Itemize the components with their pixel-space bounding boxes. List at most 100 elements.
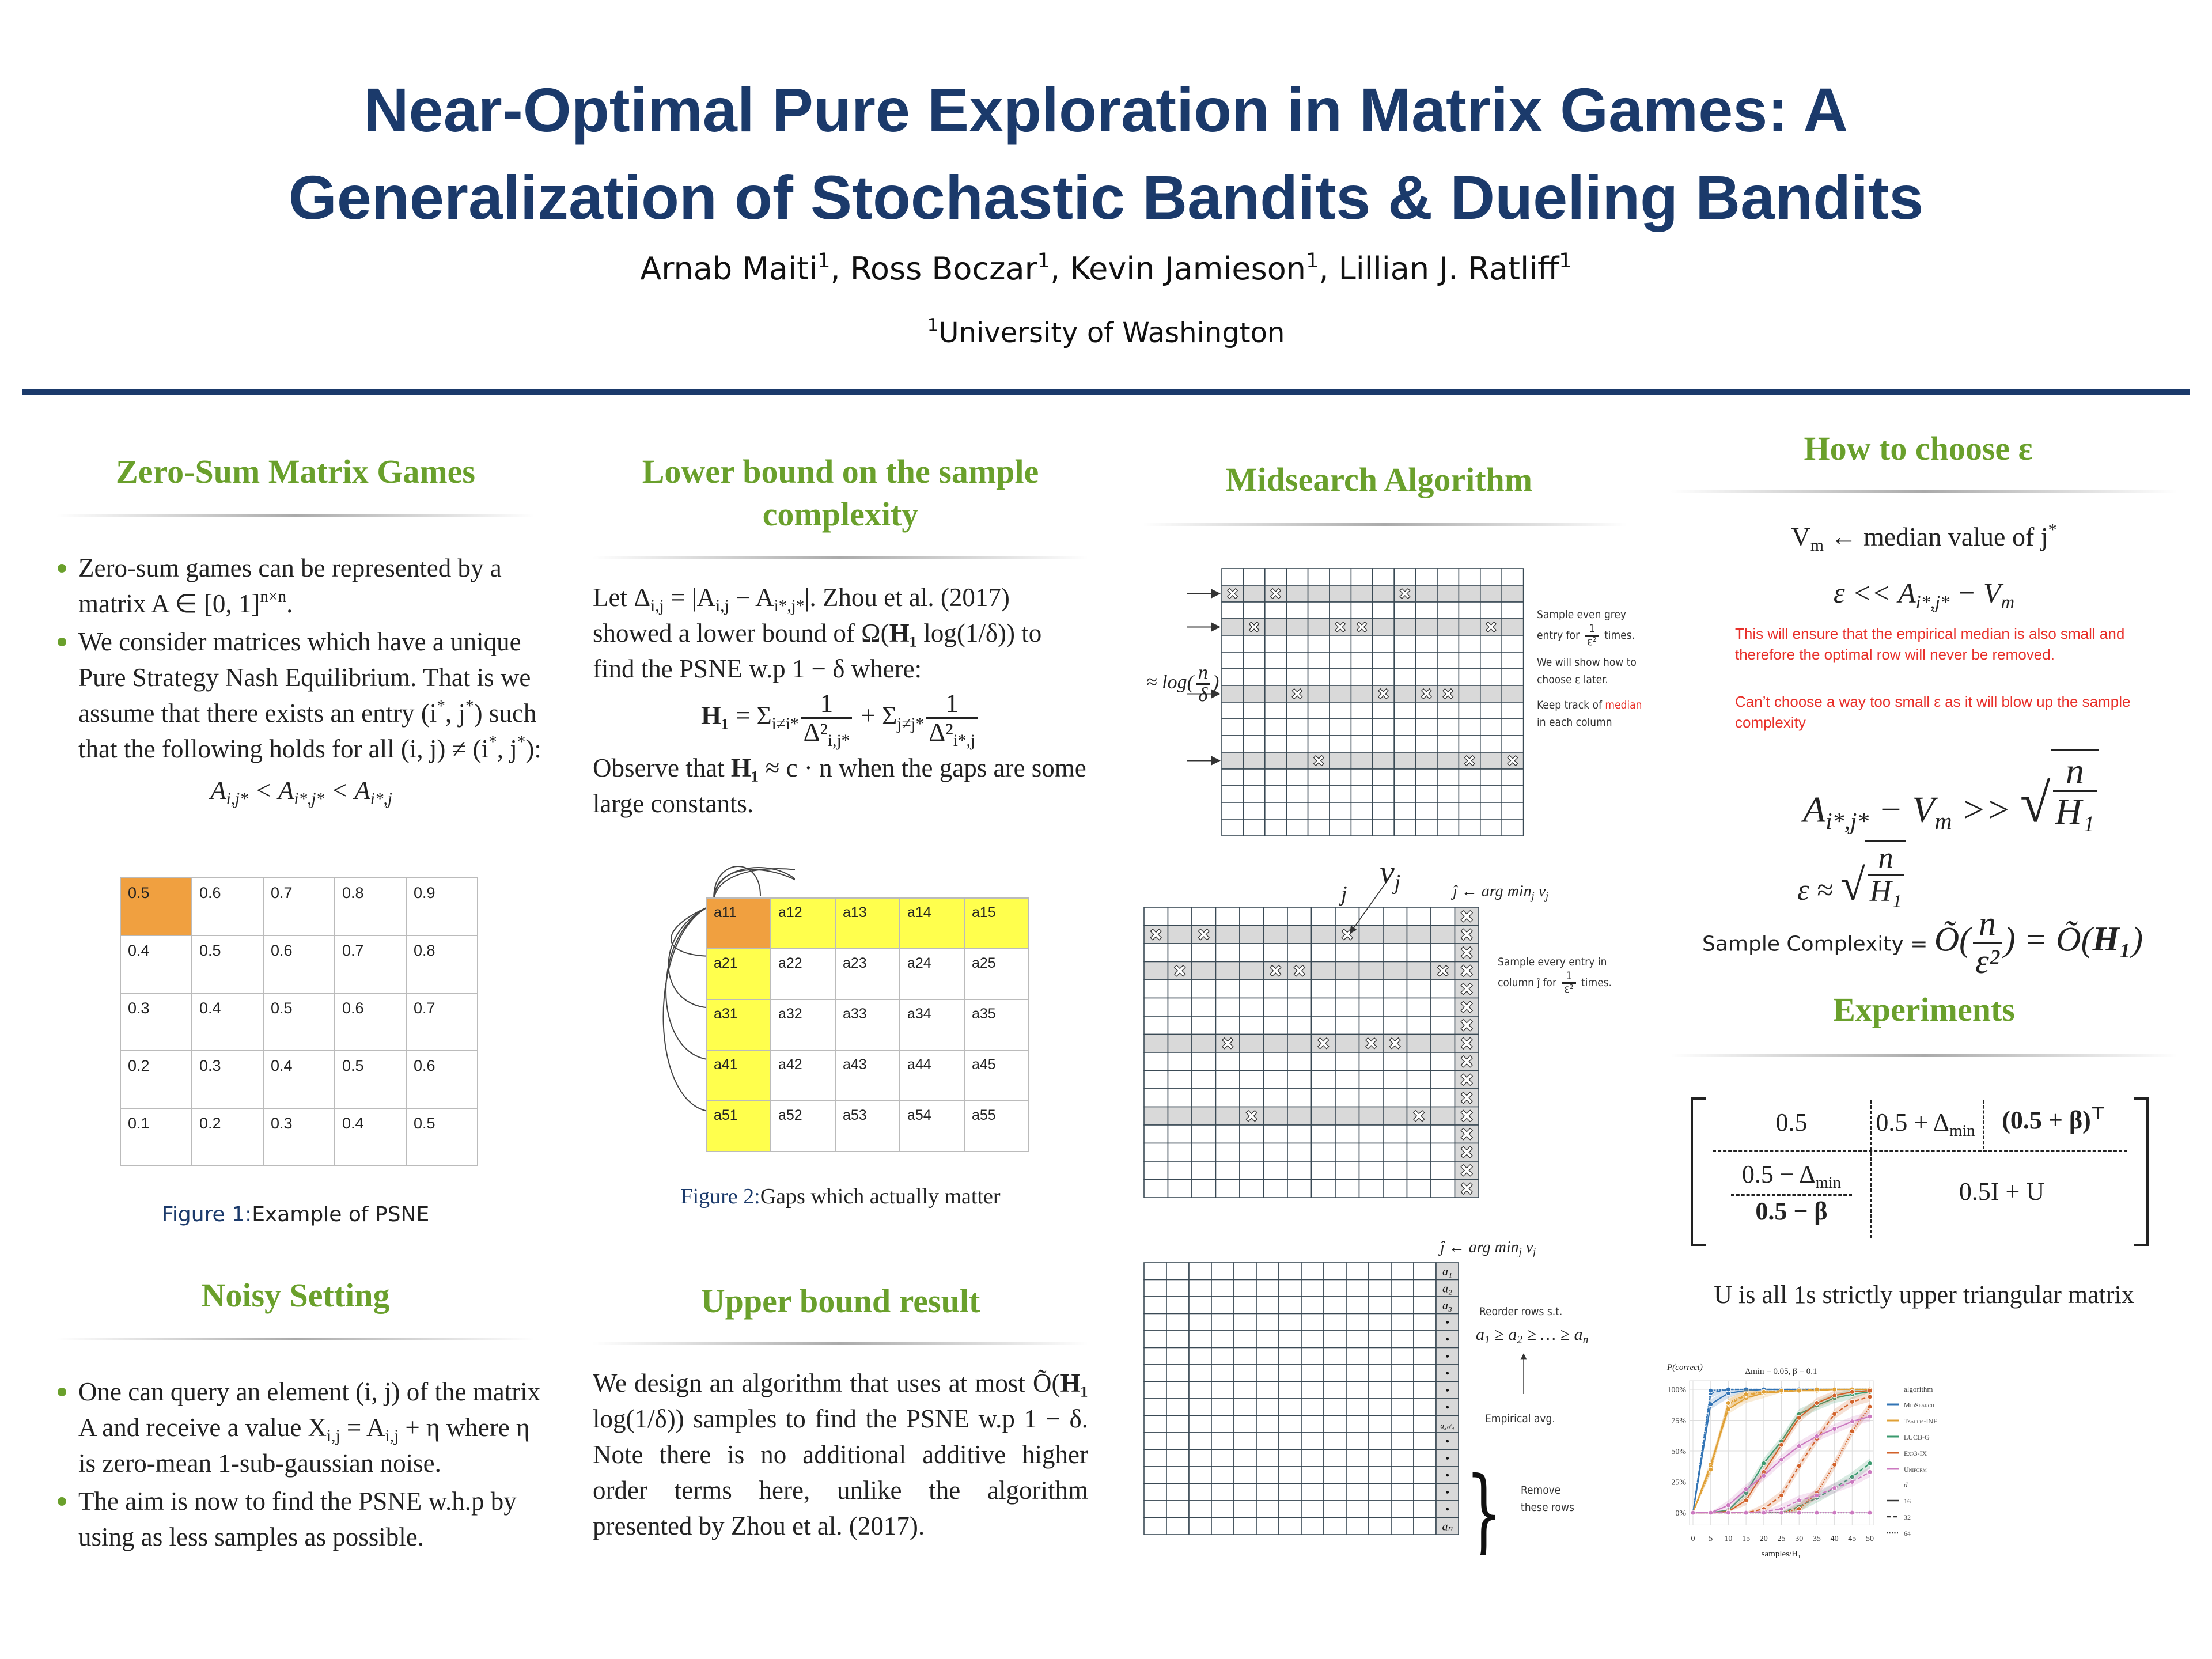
data-point: [1725, 1400, 1731, 1406]
data-point: [1867, 1460, 1873, 1466]
grid-cell: [1430, 907, 1456, 926]
math-subscript: _m: [2001, 592, 2014, 613]
y-tick-label: 0%: [1675, 1509, 1686, 1518]
grid-cell: [1143, 1415, 1167, 1433]
table-cell: a34: [899, 999, 965, 1051]
table-cell: a53: [835, 1100, 900, 1152]
grid-cell: [1256, 1483, 1279, 1501]
table-row: 0.1 0.2 0.3 0.4 0.5: [120, 1108, 478, 1166]
grid-cell: [1167, 1088, 1192, 1108]
grid-cell: [1391, 1449, 1414, 1467]
table-cell: a11: [706, 897, 771, 949]
heading-choose-eps: How to choose ε: [1804, 430, 2033, 467]
grid-cell: [1329, 585, 1352, 603]
grid-cell: [1415, 718, 1438, 736]
grid-cell: [1310, 925, 1336, 944]
math-subscript: _j: [1546, 890, 1548, 902]
table-cell: a15: [964, 897, 1029, 949]
grid-cell: [1435, 1449, 1459, 1467]
jhat-label: ĵ ← arg min_j v_j: [1453, 882, 1548, 902]
grid-cell: [1191, 1124, 1217, 1144]
sample-x-icon: [1221, 1037, 1234, 1050]
grid-cell: [1368, 1296, 1392, 1315]
data-point: [1814, 1400, 1820, 1406]
math-text: ) such that the following holds for all …: [78, 699, 537, 763]
section-divider: [593, 1342, 1088, 1345]
math-part: |δ: [1196, 684, 1210, 706]
grid-cell: [1358, 1052, 1384, 1071]
grid-cell: [1239, 1179, 1264, 1198]
grid-cell: [1391, 1466, 1414, 1484]
math-text: We consider matrices which have a unique…: [78, 627, 531, 728]
grid-cell: [1368, 1398, 1392, 1416]
math-part: i*,j: [953, 732, 975, 751]
data-point: [1867, 1469, 1873, 1475]
sample-x-icon: [1460, 1055, 1474, 1068]
x-axis-label: samples/H₁: [1762, 1550, 1801, 1559]
math-subscript: _m: [1934, 808, 1952, 834]
sample-x-icon: [1460, 964, 1474, 978]
grid-cell: [1287, 979, 1312, 999]
math-part: 1: [1589, 622, 1595, 635]
grid-cell: [1166, 1330, 1190, 1349]
grid-cell: [1310, 1088, 1336, 1108]
grid-cell: [1263, 1142, 1288, 1162]
fraction: ~n|ε²: [1973, 906, 2002, 980]
column-value-label: •: [1445, 1469, 1449, 1482]
grid-cell: [1413, 1296, 1437, 1315]
table-row: a21 a22 a23 a24 a25: [706, 948, 1029, 1000]
grid-cell: [1393, 568, 1416, 586]
grid-cell: [1191, 1070, 1217, 1089]
grid-cell: [1358, 979, 1384, 999]
grid-cell: [1243, 652, 1266, 669]
grid-cell: [1191, 1016, 1217, 1035]
grid-cell: [1415, 702, 1438, 719]
grid-cell: [1391, 1398, 1414, 1416]
math-part: m: [2001, 592, 2015, 613]
column-value-label: a₁: [1442, 1266, 1452, 1278]
math-part: ε²: [1975, 942, 1999, 980]
grid-cell: [1368, 1449, 1392, 1467]
median-highlight: median: [1605, 698, 1642, 711]
grid-cell: [1501, 668, 1524, 686]
bullet: Zero-sum games can be represented by a m…: [58, 550, 546, 622]
table-cell: a32: [770, 999, 836, 1051]
grid-cell: [1256, 1449, 1279, 1467]
math-superscript: ^1: [1559, 249, 1571, 272]
grid-cell: [1435, 1347, 1459, 1365]
table-cell: 0.8: [406, 935, 478, 994]
grid-cell: [1458, 601, 1481, 619]
grid-cell: [1167, 1161, 1192, 1180]
grid-cell: [1211, 1279, 1234, 1297]
table-cell: a13: [835, 897, 900, 949]
math-part: 1: [927, 315, 939, 336]
grid-cell: [1286, 652, 1309, 669]
grid-cell: [1243, 685, 1266, 703]
data-point: [1743, 1510, 1749, 1516]
math-text: |. Zhou et al. (2017) showed a lower bou…: [593, 583, 1010, 647]
math-superscript: ^*: [2048, 520, 2057, 539]
grid-cell: [1393, 601, 1416, 619]
math-part: ε²: [1588, 635, 1597, 648]
section-divider: [1671, 490, 2177, 493]
math-superscript: ^1: [1306, 249, 1319, 272]
math-part: n: [2066, 751, 2084, 791]
sample-x-icon: [1365, 1037, 1377, 1050]
grid-cell: [1307, 668, 1330, 686]
grid-cell: [1243, 819, 1266, 836]
math-text: Sample every entry in column: [1498, 956, 1607, 989]
data-point: [1779, 1388, 1784, 1393]
fraction: ~1|Δ²_i,j*: [801, 690, 853, 749]
grid-cell: [1393, 668, 1416, 686]
math-part: 1: [1037, 248, 1051, 272]
grid-cell: [1263, 1161, 1288, 1180]
math-part: j: [1533, 1246, 1536, 1258]
grid-cell: [1346, 1432, 1369, 1450]
grid-cell: [1358, 1142, 1384, 1162]
grid-cell: [1310, 979, 1336, 999]
math-part: 1: [1484, 1334, 1490, 1346]
math-subscript: _i,j*: [226, 790, 248, 808]
grid-cell: [1233, 1466, 1257, 1484]
data-point: [1743, 1498, 1749, 1503]
grid-cell: [1301, 1466, 1324, 1484]
